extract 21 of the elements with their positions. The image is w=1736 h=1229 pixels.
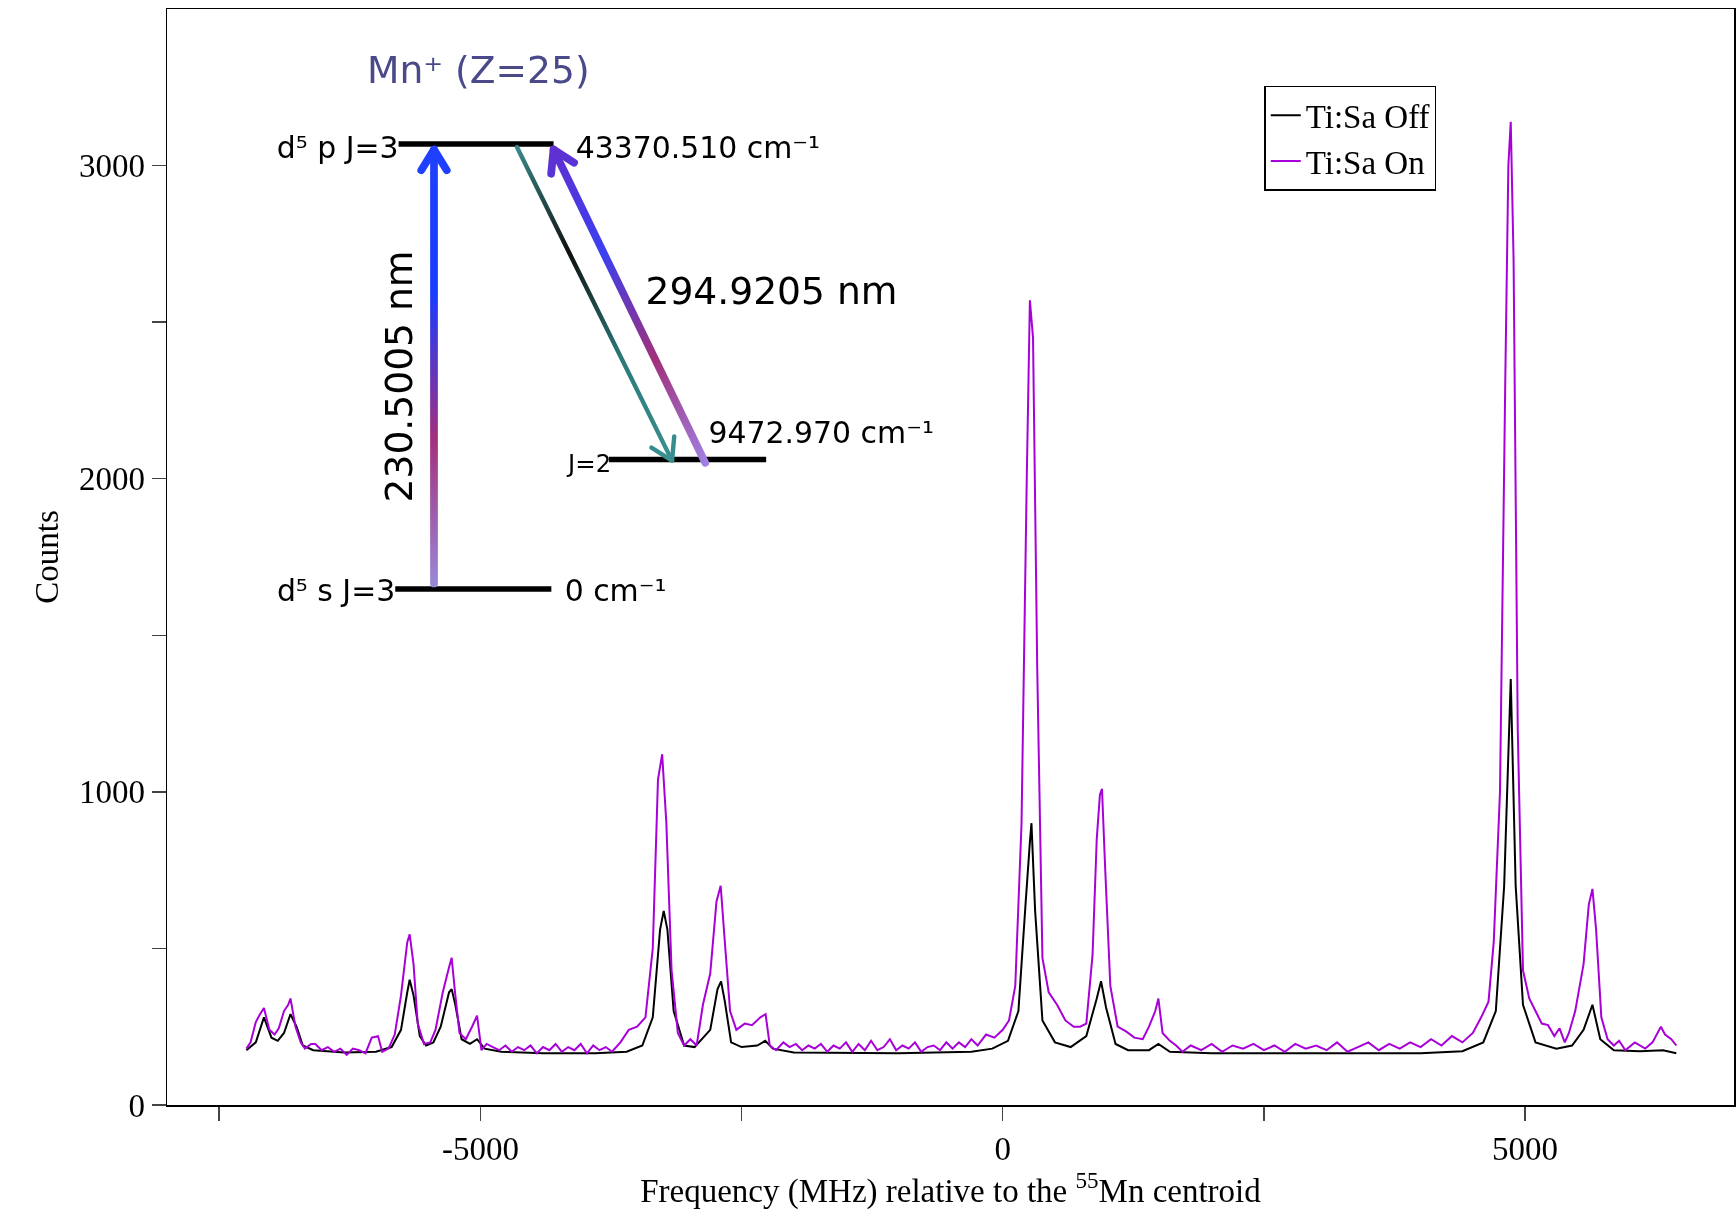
x-axis-title: Frequency (MHz) relative to the $^{55}$Mn centroid — [640, 1167, 1262, 1210]
y-tick-label: 1000 — [78, 774, 145, 811]
annotation: 230.5005 nm — [376, 250, 421, 503]
x-tick-label: -5000 — [441, 1131, 519, 1168]
annotation: 43370.510 cm⁻¹ — [575, 130, 821, 166]
annotation: 9472.970 cm⁻¹ — [708, 414, 934, 450]
annotation: d⁵ p J=3 — [276, 130, 399, 166]
y-tick-label: 3000 — [78, 148, 145, 185]
annotation: Mn⁺ (Z=25) — [366, 48, 590, 93]
line-series — [245, 678, 1678, 1055]
x-tick-label: 5000 — [1492, 1131, 1559, 1168]
annotation: J=2 — [566, 448, 612, 478]
annotation: 294.9205 nm — [645, 269, 898, 314]
legend-label: Ti:Sa On — [1305, 144, 1425, 181]
y-tick-label: 2000 — [78, 461, 145, 498]
y-axis-title: Counts — [29, 510, 66, 604]
x-tick-label: 0 — [994, 1131, 1011, 1168]
y-tick-label: 0 — [128, 1087, 145, 1124]
legend-label: Ti:Sa Off — [1305, 99, 1430, 136]
annotation: d⁵ s J=3 — [276, 573, 396, 609]
annotation: 0 cm⁻¹ — [564, 573, 667, 609]
